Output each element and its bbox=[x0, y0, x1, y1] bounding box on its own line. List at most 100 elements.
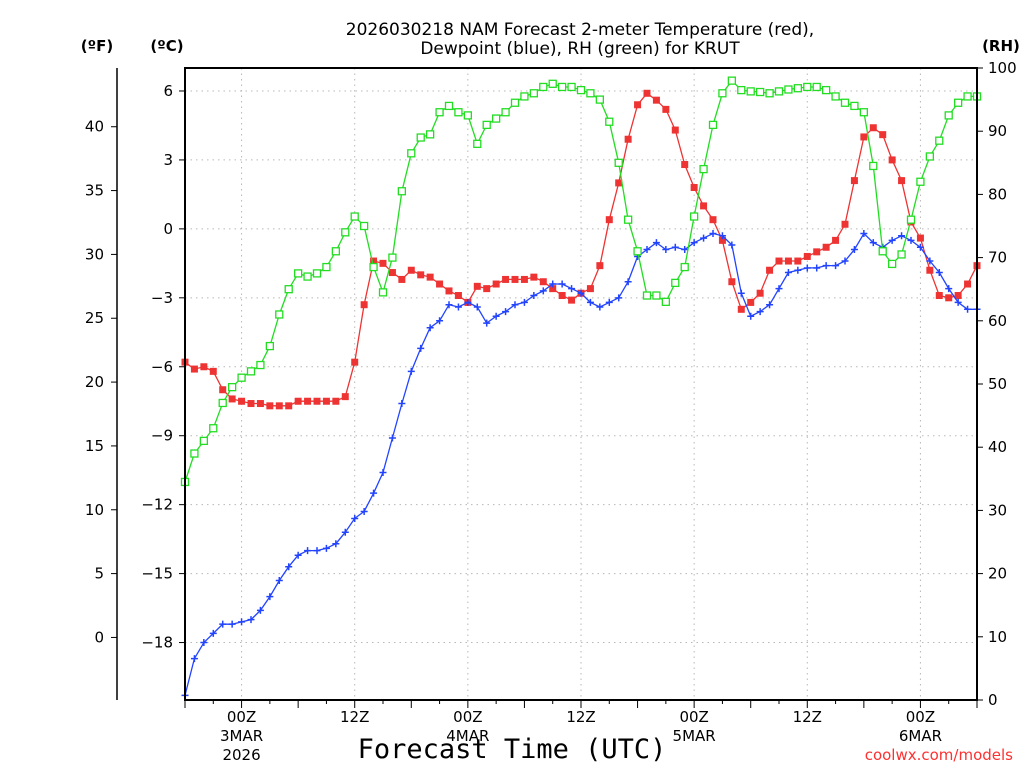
dewpoint-point bbox=[539, 287, 547, 295]
dewpoint-point bbox=[728, 241, 736, 249]
dewpoint-point bbox=[775, 285, 783, 293]
dewpoint-point bbox=[426, 324, 434, 332]
dewpoint-point bbox=[304, 547, 312, 555]
temperature-point bbox=[322, 397, 330, 405]
dewpoint-point bbox=[483, 319, 491, 327]
temperature-point bbox=[275, 402, 283, 410]
rh-point bbox=[199, 436, 209, 446]
temperature-point bbox=[294, 397, 302, 405]
rh-axis: 0 10 20 30 40 50 60 70 80 90 100 bbox=[977, 59, 1017, 709]
celsius-tick-label: 3 bbox=[163, 151, 173, 169]
fahrenheit-tick-label: 35 bbox=[85, 182, 104, 200]
time-tick-label: 00Z bbox=[679, 708, 708, 726]
rh-point bbox=[246, 367, 256, 376]
dewpoint-point bbox=[822, 262, 830, 270]
temperature-point bbox=[558, 292, 566, 300]
dewpoint-point bbox=[388, 434, 396, 442]
rh-point bbox=[491, 114, 501, 123]
rh-point bbox=[623, 215, 633, 224]
rh-point bbox=[567, 82, 576, 92]
dewpoint-point bbox=[860, 229, 868, 237]
temperature-point bbox=[388, 269, 396, 277]
rh-point bbox=[473, 139, 482, 148]
rh-point bbox=[850, 101, 859, 111]
temperature-point bbox=[454, 292, 462, 300]
fahrenheit-tick-label: 0 bbox=[94, 628, 104, 646]
rh-point bbox=[708, 120, 718, 130]
rh-point bbox=[812, 82, 821, 92]
celsius-tick-label: −9 bbox=[151, 427, 173, 445]
fahrenheit-axis: 0 5 10 15 20 25 30 35 40 bbox=[85, 68, 118, 700]
dewpoint-point bbox=[841, 257, 849, 265]
dewpoint-point bbox=[737, 289, 745, 297]
temperature-point bbox=[784, 257, 792, 265]
rh-point bbox=[746, 87, 755, 96]
temperature-point bbox=[737, 305, 745, 313]
dewpoint-point bbox=[238, 618, 246, 626]
temperature-point bbox=[643, 89, 651, 97]
celsius-tick-label: 6 bbox=[163, 82, 173, 100]
rh-point bbox=[718, 89, 727, 98]
rh-tick-label: 60 bbox=[988, 312, 1007, 330]
rh-point bbox=[576, 85, 586, 95]
rh-point bbox=[378, 288, 388, 297]
celsius-axis: −18 −15 −12 −9 −6 −3 0 3 6 bbox=[141, 82, 185, 652]
temperature-point bbox=[916, 234, 924, 242]
temperature-point bbox=[681, 161, 689, 169]
dewpoint-point bbox=[907, 236, 915, 244]
dewpoint-point bbox=[247, 616, 255, 624]
dewpoint-point bbox=[615, 294, 623, 302]
dewpoint-point bbox=[464, 298, 472, 306]
rh-point bbox=[529, 89, 539, 98]
dewpoint-point bbox=[200, 639, 208, 647]
dewpoint-point bbox=[954, 298, 962, 306]
dewpoint-point bbox=[370, 489, 378, 497]
dewpoint-point bbox=[275, 576, 283, 584]
temperature-point bbox=[511, 275, 519, 283]
dewpoint-point bbox=[869, 239, 877, 247]
rh-point bbox=[774, 87, 784, 96]
celsius-tick-label: −12 bbox=[141, 496, 173, 514]
rh-point bbox=[755, 87, 765, 97]
dewpoint-point bbox=[850, 246, 858, 254]
rh-point bbox=[227, 383, 237, 392]
rh-point bbox=[935, 136, 944, 145]
rh-point bbox=[595, 95, 605, 104]
temperature-point bbox=[341, 393, 349, 401]
temperature-point bbox=[426, 273, 434, 281]
temperature-point bbox=[473, 282, 481, 290]
fahrenheit-tick-label: 15 bbox=[85, 437, 104, 455]
rh-point bbox=[642, 291, 652, 300]
rh-point bbox=[887, 259, 897, 269]
rh-tick-label: 70 bbox=[988, 249, 1007, 267]
rh-point bbox=[293, 269, 303, 278]
temperature-point bbox=[898, 177, 906, 185]
rh-point bbox=[925, 152, 935, 161]
rh-point bbox=[605, 117, 614, 126]
dewpoint-point bbox=[888, 236, 896, 244]
rh-point bbox=[501, 108, 510, 117]
celsius-tick-label: 0 bbox=[163, 220, 173, 238]
rh-point bbox=[482, 120, 491, 130]
temperature-point bbox=[568, 296, 576, 304]
dewpoint-point bbox=[190, 655, 198, 663]
year-label: 2026 bbox=[222, 746, 260, 764]
rh-point bbox=[803, 82, 812, 92]
temperature-point bbox=[718, 236, 726, 244]
rh-point bbox=[275, 310, 284, 319]
rh-point bbox=[425, 130, 435, 139]
temperature-point bbox=[662, 105, 670, 113]
temperature-point bbox=[945, 294, 953, 302]
temperature-point bbox=[954, 292, 962, 300]
time-tick-label: 00Z bbox=[453, 708, 482, 726]
temperature-point bbox=[407, 266, 415, 274]
temperature-point bbox=[964, 280, 972, 288]
rh-point bbox=[303, 272, 312, 281]
date-label: 4MAR bbox=[446, 727, 489, 745]
rh-point bbox=[869, 161, 878, 171]
temperature-point bbox=[671, 126, 679, 134]
rh-point bbox=[218, 398, 227, 408]
temperature-point bbox=[417, 271, 425, 279]
temperature-point bbox=[596, 262, 604, 270]
